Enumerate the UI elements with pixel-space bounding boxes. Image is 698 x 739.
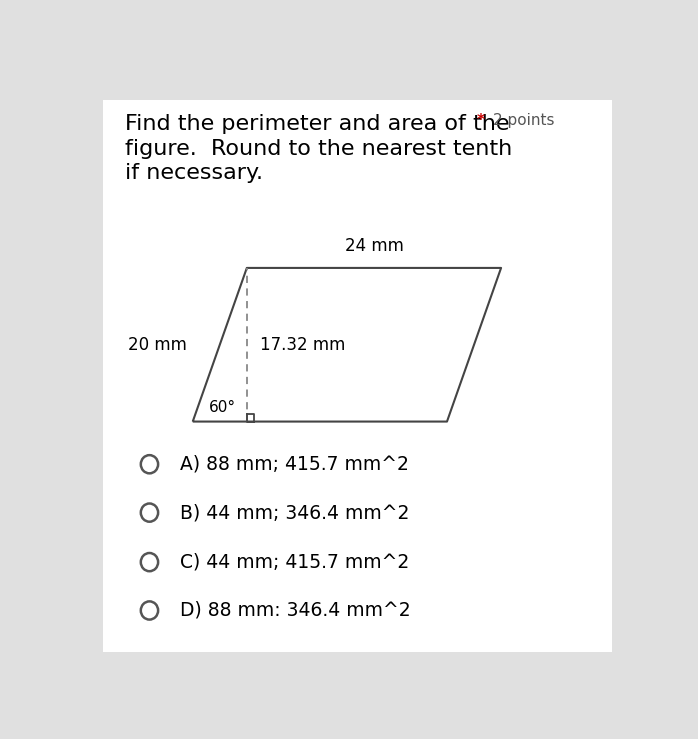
Text: 60°: 60° xyxy=(209,400,236,415)
Text: C) 44 mm; 415.7 mm^2: C) 44 mm; 415.7 mm^2 xyxy=(180,553,409,571)
Text: 17.32 mm: 17.32 mm xyxy=(260,336,346,354)
FancyBboxPatch shape xyxy=(103,100,612,652)
Text: 24 mm: 24 mm xyxy=(345,237,403,256)
Text: D) 88 mm: 346.4 mm^2: D) 88 mm: 346.4 mm^2 xyxy=(180,601,410,620)
Text: 20 mm: 20 mm xyxy=(128,336,187,354)
Text: 2 points: 2 points xyxy=(493,113,554,128)
Text: *: * xyxy=(477,113,484,128)
Text: figure.  Round to the nearest tenth: figure. Round to the nearest tenth xyxy=(125,139,512,159)
Text: B) 44 mm; 346.4 mm^2: B) 44 mm; 346.4 mm^2 xyxy=(180,503,409,522)
Text: if necessary.: if necessary. xyxy=(125,163,263,183)
Text: Find the perimeter and area of the: Find the perimeter and area of the xyxy=(125,115,510,134)
Text: A) 88 mm; 415.7 mm^2: A) 88 mm; 415.7 mm^2 xyxy=(180,454,408,474)
